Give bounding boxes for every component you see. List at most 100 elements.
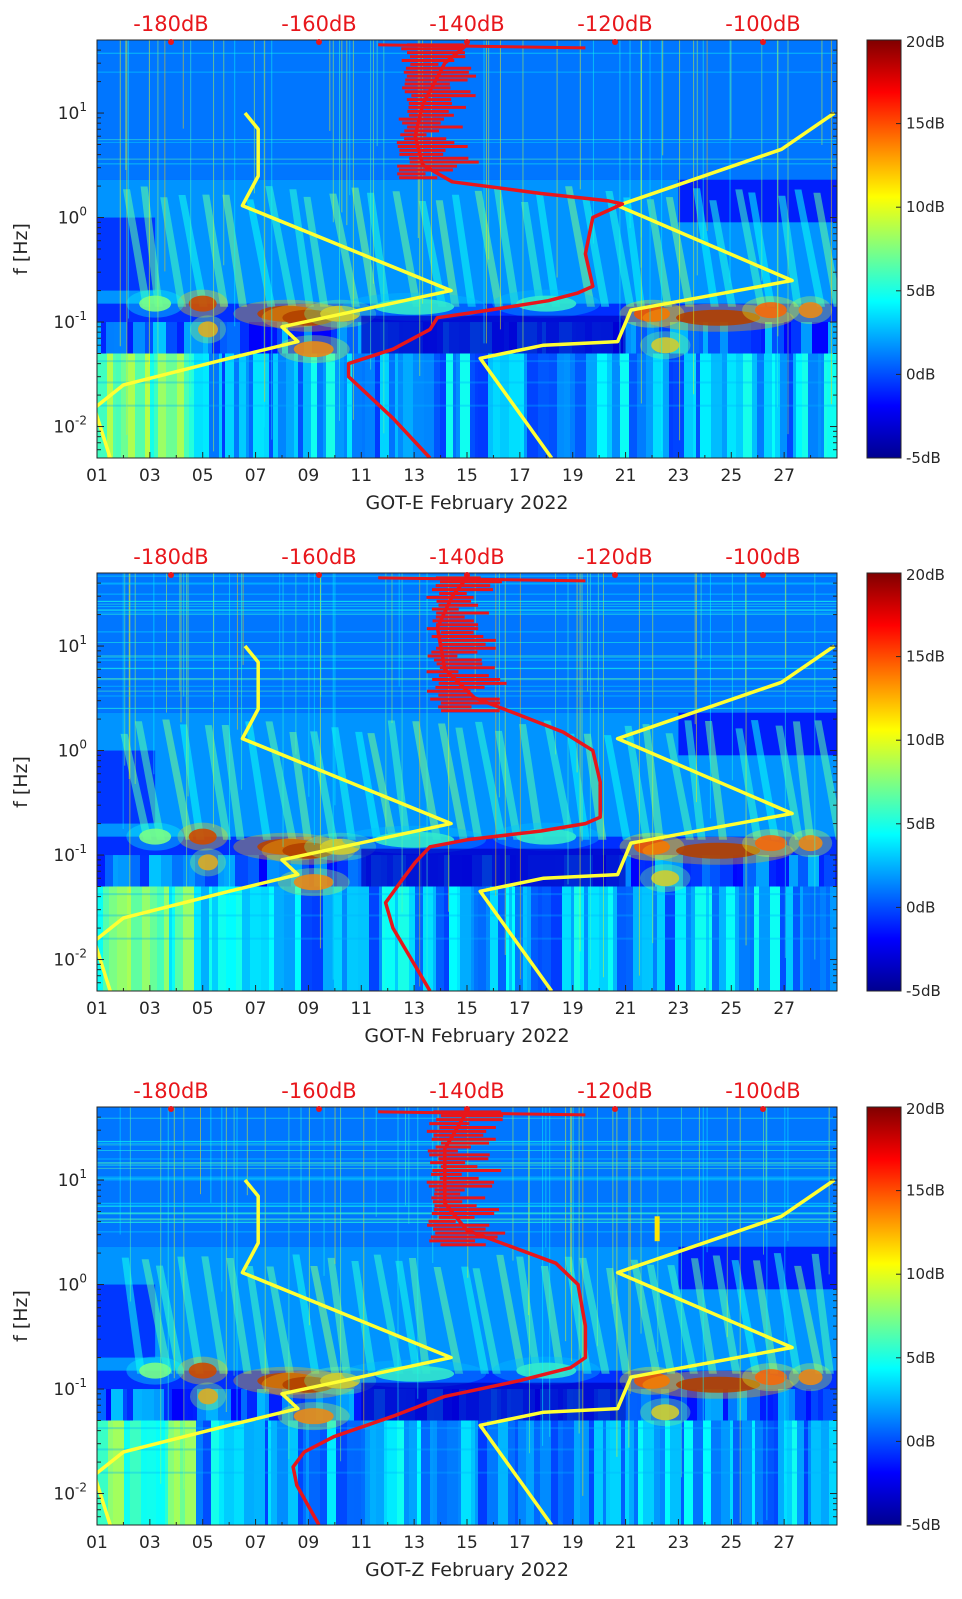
top-db-label: -140dB <box>429 1079 504 1103</box>
x-tick-label: 09 <box>298 466 320 486</box>
heatmap-band-high <box>97 40 837 180</box>
heatmap-cell <box>194 886 202 991</box>
heatmap-cell <box>617 886 627 991</box>
heatmap-quiet-area <box>97 1284 156 1358</box>
heatmap-cell <box>398 353 404 458</box>
heatmap-cell <box>819 855 825 887</box>
heatmap-cell <box>520 353 525 458</box>
heatmap-cell <box>261 322 271 354</box>
heatmap-cell <box>597 353 608 458</box>
heatmap-blob <box>492 822 601 851</box>
spectrogram-heatmap <box>97 573 837 991</box>
heatmap-cell <box>246 353 250 458</box>
heatmap-cell <box>195 855 206 887</box>
heatmap-cell <box>257 1389 266 1421</box>
x-tick-label: 23 <box>668 999 690 1019</box>
heatmap-cell <box>271 1420 278 1525</box>
heatmap-swell <box>392 191 421 307</box>
heatmap-cell <box>130 855 141 887</box>
heatmap-cell <box>558 1420 564 1525</box>
heatmap-cell <box>584 886 589 991</box>
heatmap-cell <box>551 886 563 991</box>
x-axis: 01 03 05 07 09 11 13 15 17 19 21 23 25 27 <box>86 1519 812 1553</box>
heatmap-swell <box>582 198 610 307</box>
heatmap-cell <box>293 1389 302 1421</box>
heatmap-cell <box>140 855 150 887</box>
heatmap-cell <box>563 1420 575 1525</box>
heatmap-cell <box>687 1389 698 1421</box>
heatmap-cell <box>761 322 766 354</box>
heatmap-cell <box>564 353 571 458</box>
heatmap-swell <box>178 195 208 307</box>
y-tick-label: 10-2 <box>53 414 87 438</box>
heatmap-cell <box>750 886 755 991</box>
heatmap-swell <box>355 731 382 840</box>
heatmap-cell <box>586 353 598 458</box>
heatmap-cell <box>737 855 744 887</box>
heatmap-cell <box>158 353 167 458</box>
heatmap-swell <box>433 1267 464 1374</box>
heatmap-swell <box>461 1266 489 1374</box>
heatmap-cell <box>303 353 312 458</box>
top-db-label: -120dB <box>577 1079 652 1103</box>
heatmap-blob <box>634 305 670 322</box>
heatmap-cell <box>830 886 837 991</box>
heatmap-cell <box>703 322 709 354</box>
heatmap-cell <box>629 353 638 458</box>
heatmap-cell <box>770 886 781 991</box>
heatmap-cell <box>754 886 760 991</box>
heatmap-cell <box>236 886 243 991</box>
heatmap-cell <box>488 353 494 458</box>
top-db-tick <box>168 572 174 578</box>
heatmap-cell <box>336 1389 350 1421</box>
heatmap-cell <box>756 855 770 887</box>
heatmap-cell <box>113 855 119 887</box>
heatmap-cell <box>249 353 254 458</box>
heatmap-cell <box>693 1420 704 1525</box>
x-tick-label: 25 <box>720 999 742 1019</box>
colorbar-label: 0dB <box>906 1432 935 1450</box>
heatmap-cell <box>737 1389 748 1421</box>
heatmap-cell <box>282 322 289 354</box>
heatmap-blob <box>798 302 823 319</box>
heatmap-cell <box>404 1420 410 1525</box>
heatmap-blob <box>198 321 218 338</box>
heatmap-cell <box>334 886 343 991</box>
heatmap-cell <box>387 1420 398 1525</box>
heatmap-cell <box>166 322 178 354</box>
x-tick-label: 07 <box>245 466 267 486</box>
heatmap-cell <box>453 353 457 458</box>
heatmap-cell <box>705 1389 712 1421</box>
heatmap-cell <box>105 855 114 887</box>
top-db-tick <box>464 572 470 578</box>
heatmap-blob <box>126 822 184 851</box>
heatmap-cell <box>97 893 837 896</box>
heatmap-cell <box>515 1420 519 1525</box>
heatmap-cell <box>755 1420 764 1525</box>
heatmap-cell <box>413 353 425 458</box>
heatmap-swell <box>540 1266 565 1374</box>
heatmap-cell <box>131 886 143 991</box>
heatmap-cell <box>625 1389 638 1421</box>
heatmap-cell <box>203 1420 212 1525</box>
heatmap-cell <box>409 886 416 991</box>
x-tick-label: 27 <box>773 1533 795 1553</box>
heatmap-cell <box>763 1420 775 1525</box>
heatmap-quiet-area <box>361 315 626 354</box>
heatmap-swell <box>623 197 645 307</box>
top-db-label: -180dB <box>133 545 208 569</box>
heatmap-cell <box>231 1389 242 1421</box>
heatmap-cell <box>498 1420 509 1525</box>
heatmap-cell <box>818 353 822 458</box>
colorbar-gradient <box>866 572 902 992</box>
top-db-tick <box>464 39 470 45</box>
heatmap-cell <box>629 1420 635 1525</box>
heatmap-cell <box>637 1389 642 1421</box>
heatmap-cell <box>274 886 285 991</box>
heatmap-cell <box>733 1420 743 1525</box>
heatmap-cell <box>829 1420 837 1525</box>
heatmap-cell <box>147 1420 157 1525</box>
heatmap-cell <box>157 886 165 991</box>
heatmap-cell <box>116 353 122 458</box>
heatmap-cell <box>382 886 386 991</box>
